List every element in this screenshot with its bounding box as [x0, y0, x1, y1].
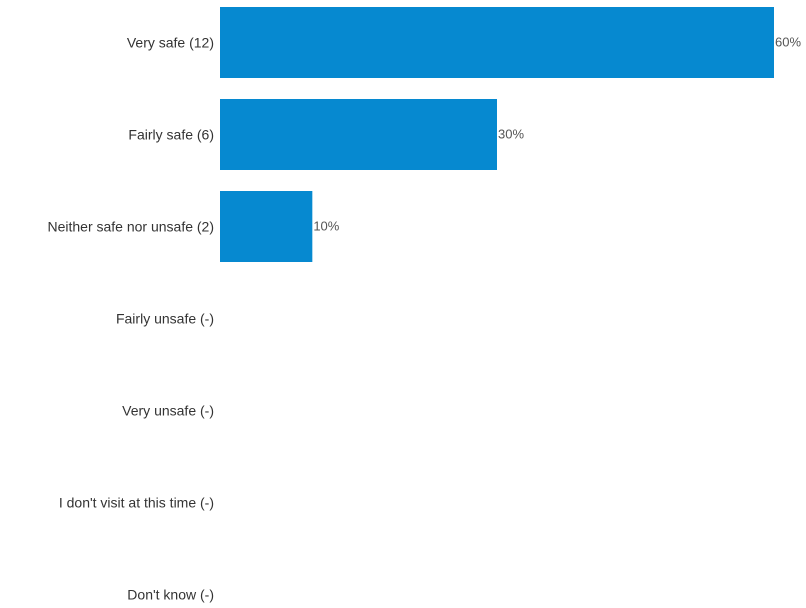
bars	[220, 7, 774, 262]
category-labels: Very safe (12) Fairly safe (6) Neither saf…	[47, 35, 214, 603]
data-label: 30%	[498, 127, 524, 142]
bar	[220, 191, 313, 262]
category-label: Neither safe nor unsafe (2)	[47, 219, 214, 235]
category-label: Fairly unsafe (-)	[116, 311, 214, 327]
data-label: 60%	[775, 35, 801, 50]
category-label: Fairly safe (6)	[128, 127, 214, 143]
value-labels: 60% 30% 10%	[313, 35, 801, 234]
bar	[220, 99, 497, 170]
bar	[220, 7, 774, 78]
category-label: I don't visit at this time (-)	[59, 495, 214, 511]
category-label: Very safe (12)	[127, 35, 214, 51]
data-label: 10%	[313, 219, 339, 234]
category-label: Don't know (-)	[127, 587, 214, 603]
category-label: Very unsafe (-)	[122, 403, 214, 419]
